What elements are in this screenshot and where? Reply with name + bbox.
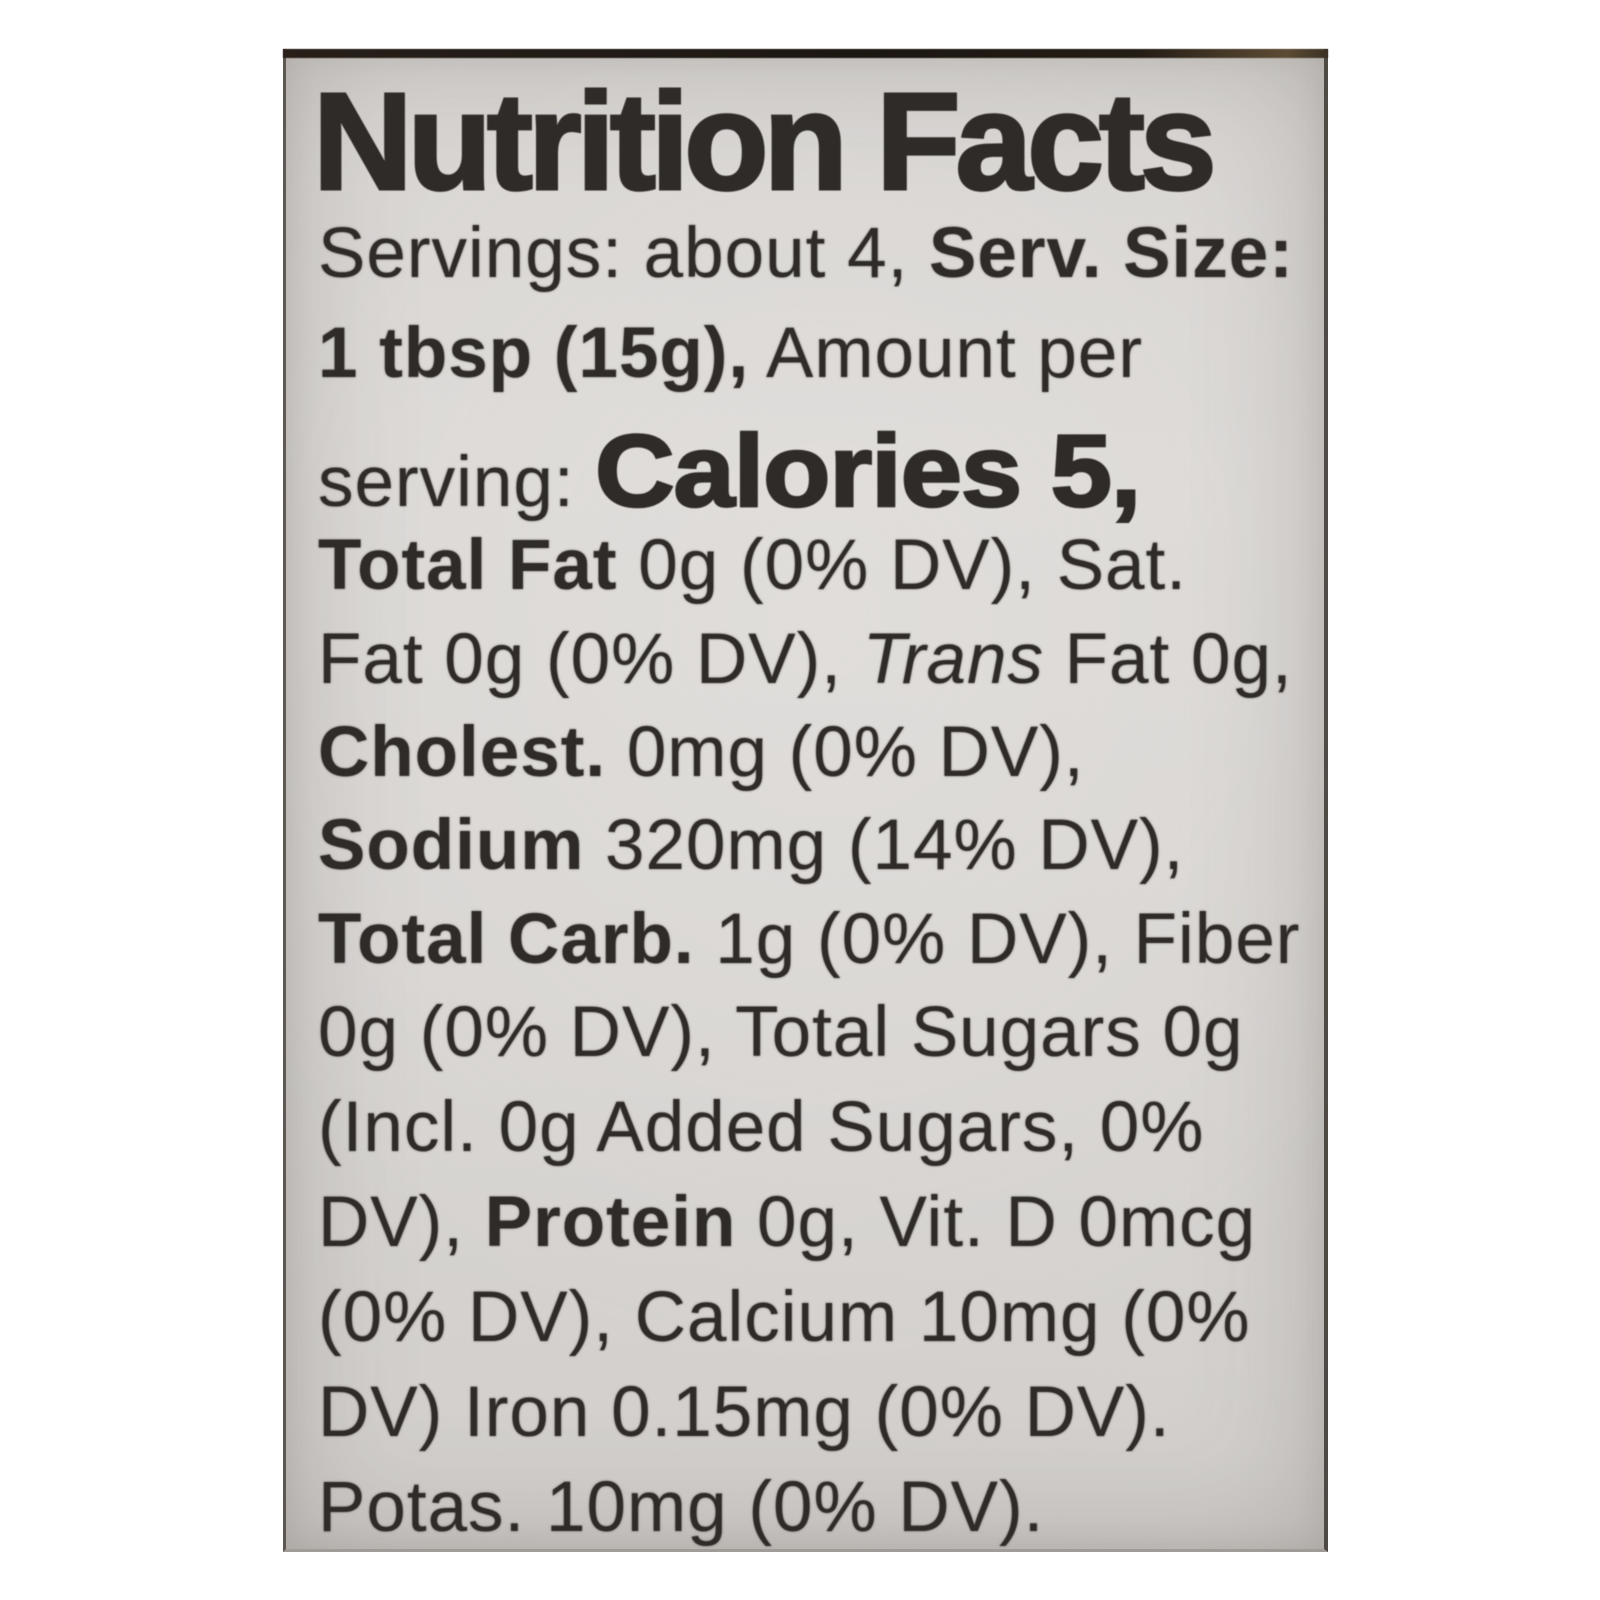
total-carb-value: 1g (0% DV), Fiber [694,900,1301,979]
fiber-sugars-text: 0g (0% DV), Total Sugars 0g [318,993,1244,1072]
line-total-fat: Total Fat 0g (0% DV), Sat. [318,519,1187,613]
protein-label: Protein [484,1183,737,1262]
line-protein-vitd: DV), Protein 0g, Vit. D 0mcg [318,1176,1256,1270]
label-title: Nutrition Facts [312,65,1219,219]
protein-vitd-value: 0g, Vit. D 0mcg [736,1183,1257,1262]
line-cholesterol: Cholest. 0mg (0% DV), [318,706,1085,800]
line-fiber-sugars: 0g (0% DV), Total Sugars 0g [318,986,1244,1080]
cholesterol-label: Cholest. [318,713,607,792]
trans-label: Trans [862,620,1044,699]
sat-fat-value: Fat 0g (0% DV), [318,620,863,699]
serving-size-value: 1 tbsp (15g), [318,314,750,393]
iron-text: DV) Iron 0.15mg (0% DV). [318,1373,1171,1452]
line-sodium: Sodium 320mg (14% DV), [318,799,1184,893]
cholesterol-value: 0mg (0% DV), [606,713,1085,792]
added-sugars-text: (Incl. 0g Added Sugars, 0% [318,1088,1205,1167]
line-iron: DV) Iron 0.15mg (0% DV). [318,1366,1171,1460]
calories-value: Calories 5, [594,414,1143,528]
line-servings: Servings: about 4, Serv. Size: [318,207,1294,301]
line-added-sugars: (Incl. 0g Added Sugars, 0% [318,1081,1204,1175]
line-potassium: Potas. 10mg (0% DV). [318,1461,1044,1555]
dv-continuation-text: DV), [318,1183,485,1262]
serving-text: serving: [318,443,596,522]
servings-text: Servings: about 4, [318,214,930,293]
line-calories: serving: Calories 5, [318,419,1143,530]
trans-fat-value: Fat 0g, [1043,620,1293,699]
serv-size-label: Serv. Size: [929,214,1294,293]
line-calcium: (0% DV), Calcium 10mg (0% [318,1271,1250,1365]
total-fat-value: 0g (0% DV), Sat. [617,526,1187,605]
total-carb-label: Total Carb. [318,900,695,979]
line-total-carb: Total Carb. 1g (0% DV), Fiber [318,893,1300,987]
line-serving-size: 1 tbsp (15g), Amount per [318,307,1143,401]
line-sat-trans-fat: Fat 0g (0% DV), Trans Fat 0g, [318,613,1293,707]
sodium-label: Sodium [318,806,585,885]
total-fat-label: Total Fat [318,526,618,605]
sodium-value: 320mg (14% DV), [584,806,1185,885]
calcium-text: (0% DV), Calcium 10mg (0% [318,1278,1251,1357]
nutrition-label: Nutrition Facts Servings: about 4, Serv.… [283,49,1328,1552]
potassium-text: Potas. 10mg (0% DV). [318,1468,1045,1547]
label-text-layer: Nutrition Facts Servings: about 4, Serv.… [286,49,1324,1549]
amount-per-text: Amount per [749,314,1144,393]
label-top-strip [283,49,1328,58]
